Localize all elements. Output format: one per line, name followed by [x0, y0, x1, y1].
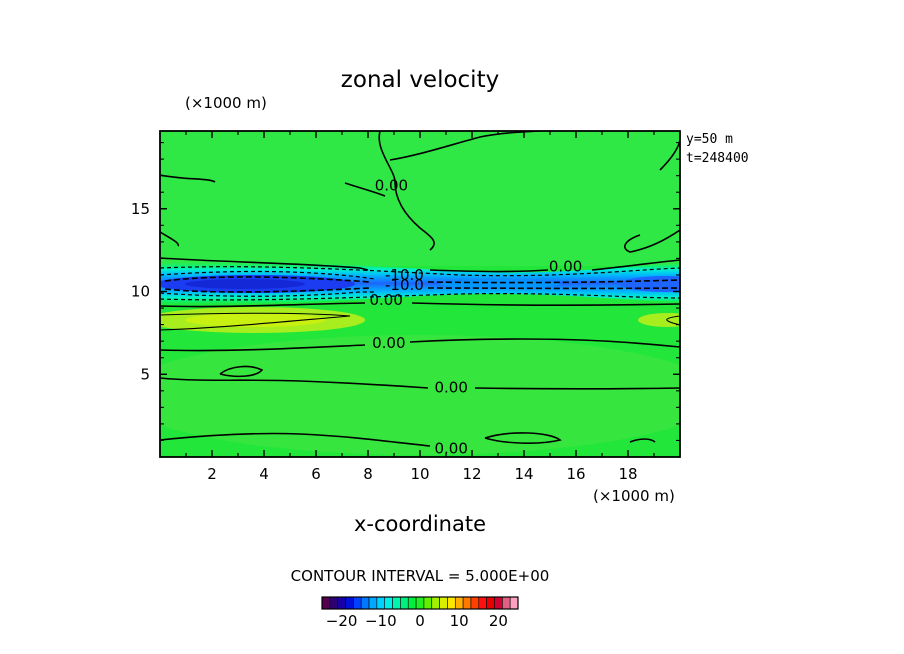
colorbar-frame	[321, 596, 519, 610]
colorbar-swatch	[423, 596, 433, 610]
colorbar	[321, 596, 519, 610]
contour-line-dashed	[427, 279, 680, 284]
colorbar-swatch	[353, 596, 362, 610]
colorbar-ticks: −20 −10 0 10 20	[326, 612, 508, 630]
info-line-time: t=248400	[686, 151, 749, 166]
x-tick-label: 10	[410, 465, 429, 483]
x-tick-label: 2	[207, 465, 217, 483]
contour-label: 0.00	[434, 440, 467, 458]
y-tick-label: 10	[131, 283, 150, 301]
contour-line	[219, 365, 264, 378]
contour-label: -10.0	[385, 266, 424, 284]
contour-line	[160, 257, 369, 271]
contour-labels: 0.000.00-10.0-10.00.000.000.000.00	[369, 177, 582, 458]
y-unit-label: (×1000 m)	[185, 94, 267, 112]
contour-lines	[160, 131, 680, 447]
colorbar-tick-label: 20	[489, 612, 508, 630]
contour-line	[591, 259, 680, 271]
colorbar-swatch	[337, 596, 346, 610]
colorbar-swatch	[486, 596, 495, 610]
colorbar-swatch	[494, 596, 503, 610]
contour-line	[666, 315, 680, 326]
contour-line	[389, 131, 541, 161]
colorbar-tick-label: −20	[326, 612, 358, 630]
jet-core-east	[620, 276, 680, 292]
upper-field-shade	[160, 131, 680, 266]
y-tick-label: 15	[131, 200, 150, 218]
x-tick-label: 16	[566, 465, 585, 483]
x-tick-label: 12	[462, 465, 481, 483]
contour-line-dashed	[164, 276, 371, 283]
colorbar-swatch	[478, 596, 487, 610]
colorbar-swatch	[360, 596, 370, 610]
contour-line	[160, 432, 431, 447]
colorbar-swatch	[345, 596, 354, 610]
contour-label: 0.00	[372, 334, 405, 352]
contour-line	[160, 344, 366, 352]
contour-label: 0.00	[375, 177, 408, 195]
contour-line-dashed	[164, 287, 371, 293]
x-tick-label: 4	[259, 465, 269, 483]
contour-line	[629, 438, 656, 443]
colorbar-swatch	[462, 596, 472, 610]
contour-line	[160, 231, 180, 247]
colorbar-swatch	[376, 596, 386, 610]
x-axis: 2 4 6 8 10 12 14 16 18	[185, 131, 655, 483]
colorbar-swatch	[392, 596, 401, 610]
contour-line	[411, 302, 680, 306]
contour-line	[624, 229, 680, 253]
contour-label: 0.00	[549, 258, 582, 276]
velocity-field	[160, 131, 680, 457]
colorbar-tick-label: 10	[450, 612, 469, 630]
contour-line	[160, 174, 216, 183]
info-line-depth: y=50 m	[686, 132, 733, 147]
contour-line	[160, 377, 429, 389]
contour-line-dashed	[160, 292, 680, 301]
lower-shade	[160, 335, 680, 455]
colorbar-swatch	[384, 596, 393, 610]
chart-title: zonal velocity	[341, 67, 499, 93]
contour-line	[484, 432, 562, 444]
contour-line-dashed	[160, 266, 680, 277]
x-tick-label: 14	[514, 465, 533, 483]
colorbar-swatch	[415, 596, 425, 610]
contour-line	[409, 338, 680, 348]
colorbar-swatch	[400, 596, 409, 610]
colorbar-swatch	[509, 596, 519, 610]
contour-label: -10.0	[385, 276, 424, 294]
contour-line	[429, 269, 549, 273]
jet-core-mid	[440, 280, 560, 288]
x-tick-label: 18	[618, 465, 637, 483]
colorbar-swatch	[454, 596, 464, 610]
y-tick-label: 5	[140, 365, 150, 383]
colorbar-tick-label: −10	[365, 612, 397, 630]
contour-line	[160, 312, 351, 331]
contour-label: 0.00	[369, 291, 402, 309]
x-unit-label: (×1000 m)	[593, 487, 675, 505]
colorbar-swatch	[407, 596, 417, 610]
colorbar-swatch	[321, 596, 331, 610]
colorbar-swatch	[439, 596, 448, 610]
contour-line	[344, 182, 386, 197]
colorbar-swatch	[502, 596, 511, 610]
secondary-max-east	[638, 313, 680, 327]
colorbar-tick-label: 0	[415, 612, 425, 630]
contour-interval-text: CONTOUR INTERVAL = 5.000E+00	[291, 567, 550, 585]
secondary-max-west-core	[185, 313, 325, 327]
colorbar-swatch	[368, 596, 378, 610]
colorbar-swatch	[470, 596, 480, 610]
jet-core-west-inner	[185, 279, 305, 289]
colorbar-swatch	[431, 596, 440, 610]
x-tick-label: 8	[363, 465, 373, 483]
contour-line	[474, 387, 680, 390]
colorbar-swatch	[447, 596, 456, 610]
contour-line	[378, 131, 435, 251]
colorbar-swatch	[329, 596, 338, 610]
x-axis-title: x-coordinate	[354, 512, 486, 536]
contour-line	[160, 302, 366, 308]
x-tick-label: 6	[311, 465, 321, 483]
contour-label: 0.00	[434, 378, 467, 396]
y-axis: 5 10 15	[131, 142, 680, 442]
